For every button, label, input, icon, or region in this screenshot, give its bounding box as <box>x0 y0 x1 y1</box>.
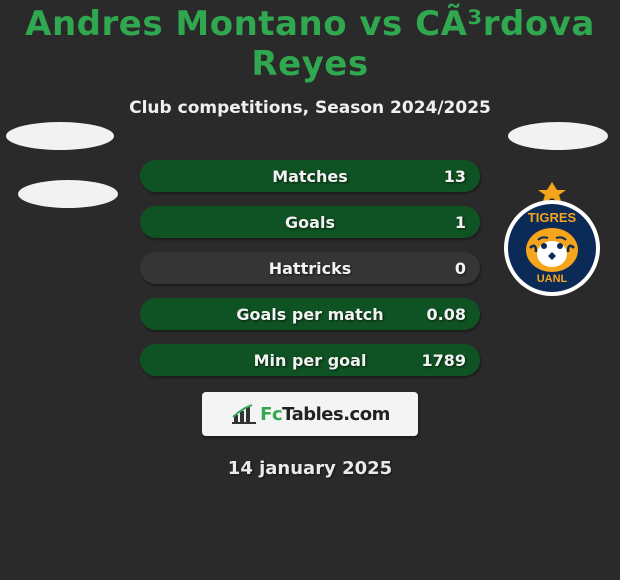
bar-chart-icon <box>230 403 256 425</box>
comparison-card: Andres Montano vs CÃ³rdova Reyes Club co… <box>0 0 620 580</box>
fctables-prefix: Fc <box>260 404 282 425</box>
stat-row: Min per goal 1789 <box>140 344 480 376</box>
tigres-crest-icon: TIGRES UANL <box>502 182 602 298</box>
stat-label: Goals per match <box>236 305 383 324</box>
stat-label: Min per goal <box>254 351 367 370</box>
page-title: Andres Montano vs CÃ³rdova Reyes <box>0 4 620 84</box>
fctables-suffix: Tables.com <box>282 404 390 425</box>
badge-text-bottom: UANL <box>537 273 568 285</box>
stat-value-right: 1789 <box>421 351 466 370</box>
stat-label: Goals <box>285 213 335 232</box>
club-badge-tigres: TIGRES UANL <box>502 182 602 298</box>
avatar-placeholder-oval <box>6 122 114 150</box>
date-text: 14 january 2025 <box>228 458 392 479</box>
stat-row: Goals 1 <box>140 206 480 238</box>
stat-value-right: 0.08 <box>427 305 466 324</box>
stat-row: Matches 13 <box>140 160 480 192</box>
stat-value-right: 1 <box>455 213 466 232</box>
stat-label: Matches <box>272 167 348 186</box>
badge-text-top: TIGRES <box>528 210 577 225</box>
fctables-text: FcTables.com <box>260 404 390 425</box>
stat-row: Goals per match 0.08 <box>140 298 480 330</box>
right-avatar-placeholder <box>508 122 608 150</box>
stat-row: Hattricks 0 <box>140 252 480 284</box>
avatar-placeholder-oval <box>18 180 118 208</box>
left-avatar-placeholders <box>6 122 118 208</box>
subtitle: Club competitions, Season 2024/2025 <box>129 98 491 118</box>
fctables-logo: FcTables.com <box>202 392 418 436</box>
stat-value-right: 0 <box>455 259 466 278</box>
stat-label: Hattricks <box>269 259 352 278</box>
stat-value-right: 13 <box>444 167 466 186</box>
